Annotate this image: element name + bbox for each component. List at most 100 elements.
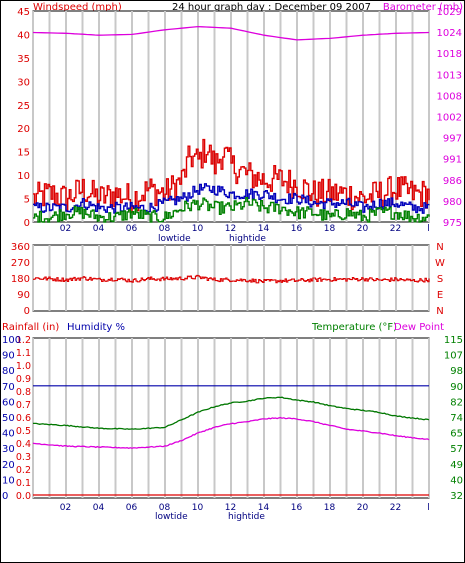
x-tick-label: 14	[258, 503, 270, 513]
hightide-label-bottom: hightide	[228, 512, 265, 522]
humidity-tick-label: 60	[2, 397, 15, 408]
temperature-tick-label: 65	[450, 429, 463, 440]
wind-gust-line	[33, 138, 430, 214]
windspeed-tick-label: 25	[17, 101, 30, 112]
temperature-tick-label: 32	[450, 491, 463, 502]
x-tick-label: 02	[60, 503, 71, 513]
x-tick-label: 08	[159, 224, 171, 234]
rainfall-tick-label: 0.6	[16, 413, 31, 424]
rainfall-tick-label: 1.0	[16, 361, 31, 372]
rainfall-tick-label: 0.9	[16, 374, 31, 385]
rainfall-tick-label: 0.3	[16, 452, 31, 463]
hightide-label: hightide	[229, 234, 266, 244]
temperature-tick-label: 57	[450, 444, 463, 455]
barometer-tick-label: 1013	[437, 70, 462, 81]
humidity-tick-label: 90	[2, 351, 15, 362]
temperature-tick-label: 90	[450, 382, 463, 393]
compass-label: W	[435, 258, 445, 269]
rainfall-tick-label: 0.4	[16, 439, 31, 450]
direction-panel-series	[33, 274, 430, 284]
windspeed-tick-labels: 45 40 35 30 25 20 15 10 5 0	[17, 7, 30, 229]
x-tick-label: 20	[357, 503, 369, 513]
x-tick-label: l	[427, 224, 430, 234]
x-tick-label: 12	[225, 503, 236, 513]
x-tick-label: 12	[225, 224, 236, 234]
barometer-tick-label: 991	[443, 155, 462, 166]
barometer-tick-label: 1018	[437, 49, 462, 60]
temperature-tick-label: 74	[450, 413, 463, 424]
x-tick-label: 16	[291, 503, 303, 513]
compass-label: N	[436, 306, 443, 317]
temperature-tick-label: 107	[444, 351, 463, 362]
x-tick-label: 04	[93, 224, 105, 234]
lowtide-label: lowtide	[158, 234, 191, 244]
rainfall-tick-label: 0.8	[16, 387, 31, 398]
humidity-tick-label: 40	[2, 429, 15, 440]
humidity-tick-label: 80	[2, 366, 15, 377]
rainfall-tick-label: 0.7	[16, 400, 31, 411]
humidity-tick-label: 20	[2, 460, 15, 471]
x-tick-label: 06	[126, 224, 138, 234]
barometer-line	[32, 25, 430, 41]
temperature-tick-label: 98	[450, 366, 463, 377]
rainfall-tick-label: 0.1	[16, 478, 31, 489]
windspeed-tick-label: 35	[17, 54, 30, 65]
windspeed-tick-label: 20	[17, 124, 30, 135]
x-tick-label: 18	[324, 503, 336, 513]
x-tick-label: 18	[324, 224, 336, 234]
x-tick-label: 10	[192, 503, 204, 513]
temperature-tick-labels: 115 107 98 90 82 74 65 57 49 40 32	[444, 335, 463, 502]
barometer-tick-labels: 1029 1024 1018 1013 1008 1002 997 991 986 980 975	[437, 7, 462, 229]
dewpoint-line	[32, 416, 430, 449]
compass-label: N	[436, 242, 443, 253]
dewpoint-axis-title: Dew Point	[394, 322, 444, 333]
x-tick-label: 02	[60, 224, 71, 234]
compass-label: S	[437, 274, 443, 285]
barometer-tick-label: 980	[443, 197, 462, 208]
x-tick-label: 22	[390, 503, 401, 513]
temperature-tick-label: 115	[444, 335, 463, 346]
rainfall-tick-label: 0.0	[16, 491, 31, 502]
humidity-tick-label: 0	[2, 491, 8, 502]
compass-label: E	[437, 290, 443, 301]
x-tick-label: 22	[390, 224, 401, 234]
wind-average-line	[33, 183, 430, 214]
humidity-axis-title: Humidity %	[67, 322, 125, 333]
temperature-tick-label: 82	[450, 397, 463, 408]
direction-tick-label: 360	[11, 242, 30, 253]
wind-low-line	[33, 197, 430, 223]
windspeed-tick-label: 0	[24, 218, 30, 229]
direction-tick-label: 180	[11, 274, 30, 285]
rainfall-axis-title: Rainfall (in)	[2, 322, 59, 333]
humidity-tick-label: 100	[2, 335, 21, 346]
humidity-tick-label: 50	[2, 413, 15, 424]
wind-direction-line	[33, 274, 430, 284]
humidity-tick-label: 70	[2, 382, 15, 393]
x-tick-label: 08	[159, 503, 171, 513]
temperature-tick-label: 40	[450, 475, 463, 486]
x-tick-label: l	[427, 503, 430, 513]
lowtide-label-bottom: lowtide	[155, 512, 188, 522]
wind-panel-x-tick-labels: 02 04 06 08 10 12 14 16 18 20 22 l	[60, 224, 430, 234]
rainfall-tick-labels: 1.2 1.1 1.0 0.9 0.8 0.7 0.6 0.5 0.4 0.3 0.2 0.1 0.0	[16, 335, 31, 502]
x-tick-label: 20	[357, 224, 369, 234]
direction-tick-label: 90	[17, 290, 30, 301]
rainfall-tick-label: 0.5	[16, 426, 31, 437]
barometer-tick-label: 975	[443, 218, 462, 229]
barometer-tick-label: 997	[443, 134, 462, 145]
wind-panel-series	[32, 25, 430, 223]
x-tick-label: 16	[291, 224, 303, 234]
windspeed-tick-label: 40	[17, 30, 30, 41]
barometer-tick-label: 1029	[437, 7, 462, 18]
windspeed-tick-label: 30	[17, 77, 30, 88]
windspeed-tick-label: 45	[17, 7, 30, 18]
rainfall-tick-label: 1.2	[16, 335, 31, 346]
x-tick-label: 10	[192, 224, 204, 234]
windspeed-tick-label: 10	[17, 171, 30, 182]
x-tick-label: 14	[258, 224, 270, 234]
windspeed-axis-title: Windspeed (mph)	[33, 2, 122, 13]
humidity-tick-label: 10	[2, 475, 15, 486]
